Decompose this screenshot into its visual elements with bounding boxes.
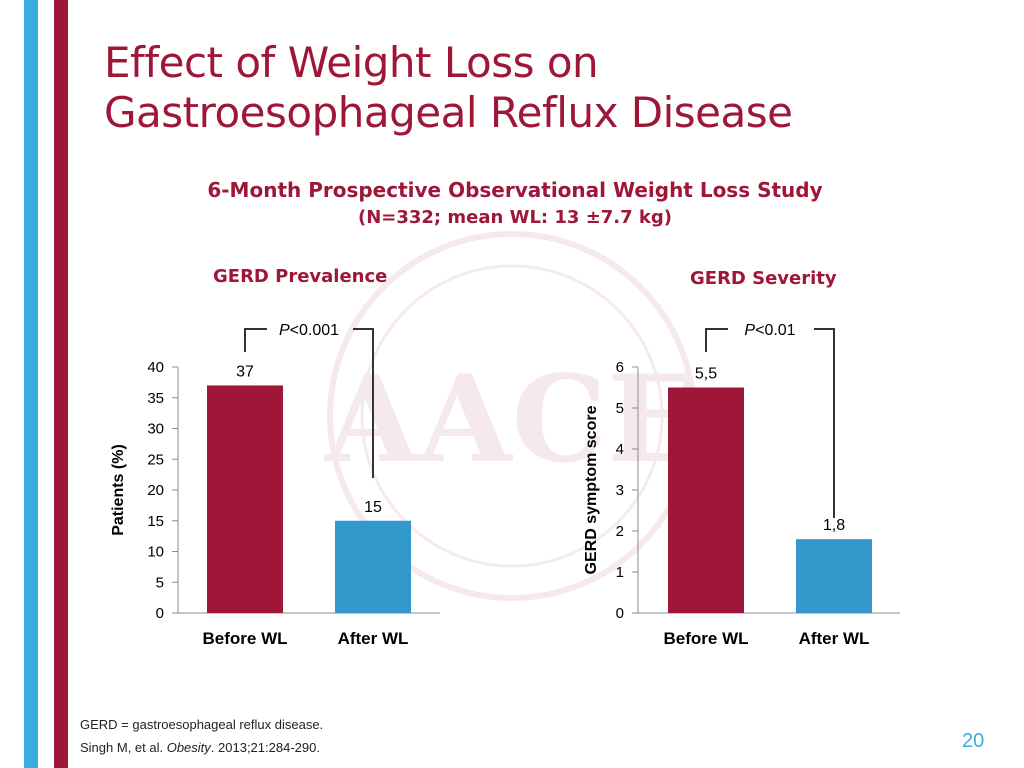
chart-1-y-tick-label: 35 xyxy=(147,390,164,407)
chart-2-y-axis-label: GERD symptom score xyxy=(583,405,600,574)
chart-2-category-label: Before WL xyxy=(664,629,749,648)
chart-1-data-label: 15 xyxy=(364,499,382,516)
chart-1-p-symbol: P xyxy=(279,322,290,339)
study-subtitle: 6-Month Prospective Observational Weight… xyxy=(120,176,910,232)
chart-1-y-tick-label: 20 xyxy=(147,482,164,499)
chart-2-y-tick-label: 2 xyxy=(616,523,624,540)
chart-1-title: GERD Prevalence xyxy=(213,266,388,287)
chart-2-title: GERD Severity xyxy=(690,268,837,289)
chart-1-data-label: 37 xyxy=(236,363,254,380)
footnote: GERD = gastroesophageal reflux disease. xyxy=(80,717,324,732)
chart-1-bar-1 xyxy=(207,385,283,613)
chart-2-significance-bracket-right xyxy=(814,328,835,518)
chart-1-y-tick-label: 25 xyxy=(147,451,164,468)
chart-1-significance-bracket-right xyxy=(353,328,374,478)
chart-2-y-tick-label: 3 xyxy=(616,482,624,499)
chart-2-data-label: 1,8 xyxy=(823,517,845,534)
chart-1-significance-bracket-left xyxy=(244,328,267,352)
chart-1-y-tick-label: 40 xyxy=(147,359,164,376)
citation: Singh M, et al. Obesity. 2013;21:284-290… xyxy=(80,740,320,755)
chart-2-p-threshold: <0.01 xyxy=(755,322,796,339)
citation-journal: Obesity xyxy=(166,740,211,755)
chart-2-category-label: After WL xyxy=(799,629,870,648)
page-number: 20 xyxy=(962,730,985,752)
chart-2-p-value: P<0.01 xyxy=(744,322,795,339)
chart-1-p-threshold: <0.001 xyxy=(290,322,339,339)
chart-1-y-tick-label: 30 xyxy=(147,421,164,438)
slide-title-line-1: Effect of Weight Loss on xyxy=(104,38,599,87)
chart-2-significance-bracket-left xyxy=(705,328,728,352)
citation-authors: Singh M, et al. xyxy=(80,740,167,755)
citation-rest: . 2013;21:284-290. xyxy=(210,740,320,755)
chart-2-data-label: 5,5 xyxy=(695,366,717,383)
chart-1-y-tick-label: 0 xyxy=(156,605,164,622)
left-accent-stripe-blue xyxy=(24,0,38,768)
slide-title-line-2: Gastroesophageal Reflux Disease xyxy=(104,88,793,137)
aace-seal-watermark: AACE xyxy=(324,231,699,601)
study-subtitle-line-1: 6-Month Prospective Observational Weight… xyxy=(207,178,823,202)
chart-1-y-tick-label: 10 xyxy=(147,544,164,561)
chart-2-bar-2 xyxy=(796,539,872,613)
chart-1-y-tick-label: 15 xyxy=(147,513,164,530)
chart-2-y-tick-label: 1 xyxy=(616,564,624,581)
slide-title: Effect of Weight Loss on Gastroesophagea… xyxy=(104,38,984,138)
chart-2-y-tick-label: 6 xyxy=(616,359,624,376)
chart-1-y-axis-label: Patients (%) xyxy=(110,444,127,536)
chart-2-y-tick-label: 4 xyxy=(616,441,624,458)
chart-2-bar-1 xyxy=(668,387,744,613)
chart-1-p-value: P<0.001 xyxy=(279,322,339,339)
chart-1-category-label: After WL xyxy=(338,629,409,648)
svg-text:AACE: AACE xyxy=(324,349,698,490)
chart-2-y-tick-label: 5 xyxy=(616,400,624,417)
study-subtitle-line-2: (N=332; mean WL: 13 ±7.7 kg) xyxy=(357,207,673,228)
chart-1-y-tick-label: 5 xyxy=(156,574,164,591)
chart-1-category-label: Before WL xyxy=(203,629,288,648)
chart-2-y-tick-label: 0 xyxy=(616,605,624,622)
left-accent-stripe-red xyxy=(54,0,68,768)
chart-2-p-symbol: P xyxy=(744,322,755,339)
chart-1-bar-2 xyxy=(335,520,411,613)
